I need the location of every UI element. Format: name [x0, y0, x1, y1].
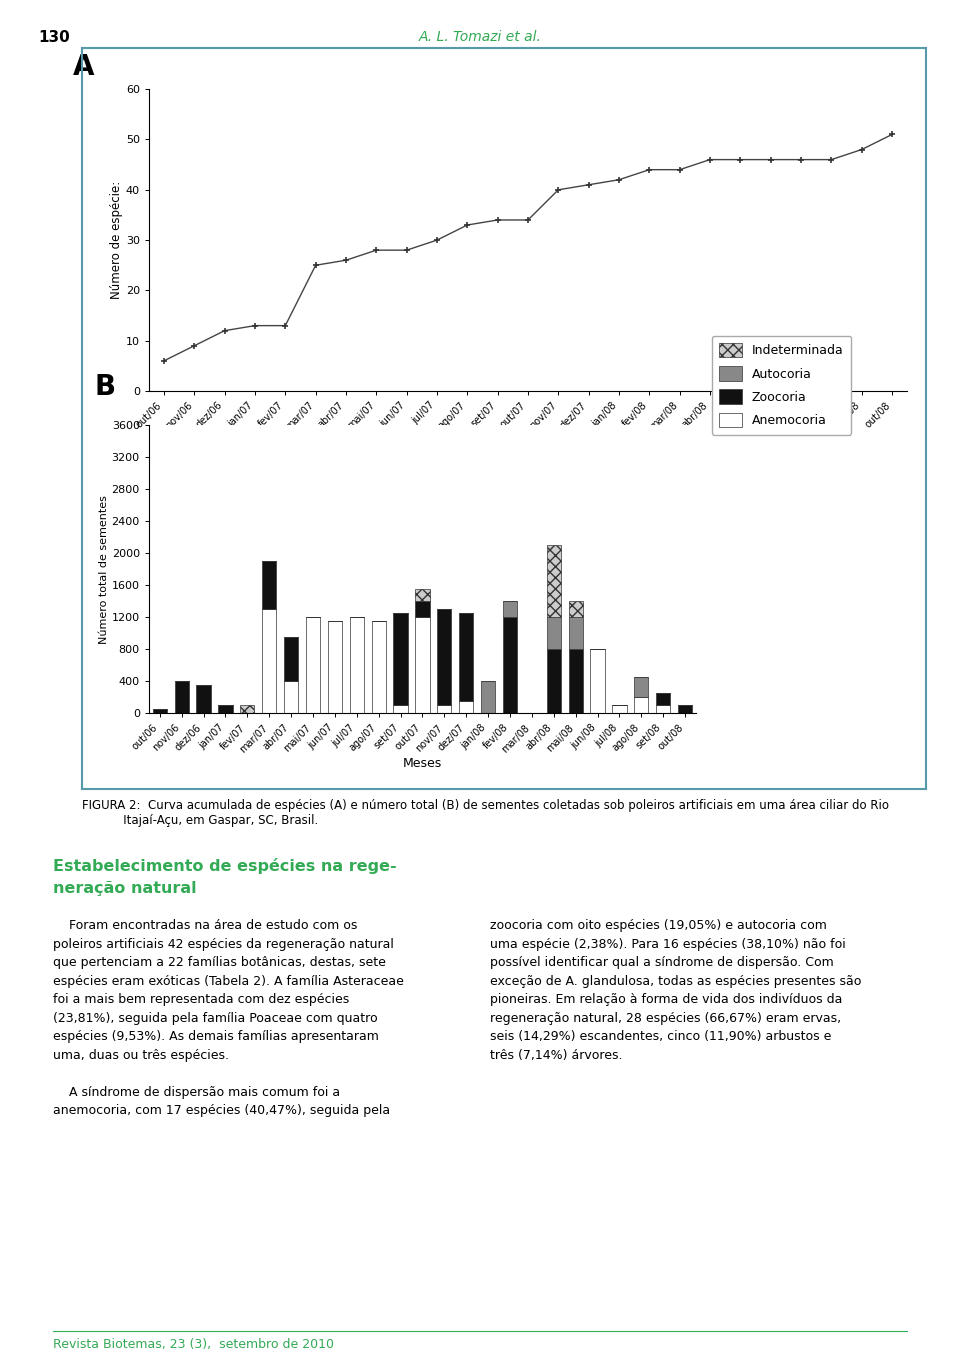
Y-axis label: Número de espécie:: Número de espécie: [109, 181, 123, 299]
Bar [240, 705, 254, 713]
Legend: Indeterminada, Autocoria, Zoocoria, Anemocoria: Indeterminada, Autocoria, Zoocoria, Anem… [712, 336, 852, 435]
Bar [546, 649, 561, 713]
Bar [218, 705, 232, 713]
Bar [284, 638, 299, 682]
Bar [394, 613, 408, 705]
Bar [416, 601, 429, 617]
X-axis label: Meses: Meses [403, 757, 442, 770]
Bar [459, 613, 473, 701]
Text: A: A [73, 54, 94, 81]
Bar [590, 649, 605, 713]
Text: zoocoria com oito espécies (19,05%) e autocoria com
uma espécie (2,38%). Para 16: zoocoria com oito espécies (19,05%) e au… [490, 919, 861, 1062]
Text: FIGURA 2:  Curva acumulada de espécies (A) e número total (B) de sementes coleta: FIGURA 2: Curva acumulada de espécies (A… [82, 799, 889, 811]
Bar [612, 705, 627, 713]
Bar [635, 678, 648, 697]
Bar [546, 546, 561, 617]
Text: Estabelecimento de espécies na rege-: Estabelecimento de espécies na rege- [53, 858, 396, 874]
Text: B: B [94, 373, 115, 402]
Y-axis label: Número total de sementes: Número total de sementes [99, 495, 108, 643]
Bar [437, 705, 451, 713]
Bar [262, 609, 276, 713]
Bar [416, 590, 429, 601]
Text: A. L. Tomazi et al.: A. L. Tomazi et al. [419, 30, 541, 44]
Bar [153, 709, 167, 713]
Bar [546, 617, 561, 649]
Bar [394, 705, 408, 713]
Bar [503, 601, 517, 617]
Bar [678, 705, 692, 713]
Bar [656, 693, 670, 705]
Bar [568, 649, 583, 713]
Bar [327, 622, 342, 713]
Text: 130: 130 [38, 30, 70, 45]
Bar [481, 682, 495, 713]
Bar [306, 617, 320, 713]
Bar [416, 617, 429, 713]
Bar [372, 622, 386, 713]
Bar [197, 686, 210, 713]
Text: Revista Biotemas, 23 (3),  setembro de 2010: Revista Biotemas, 23 (3), setembro de 20… [53, 1338, 334, 1350]
Bar [175, 682, 189, 713]
X-axis label: Meses: Meses [509, 435, 547, 447]
Text: neração natural: neração natural [53, 881, 197, 896]
Text: Foram encontradas na área de estudo com os
poleiros artificiais 42 espécies da r: Foram encontradas na área de estudo com … [53, 919, 403, 1117]
Bar [568, 601, 583, 617]
Bar [568, 617, 583, 649]
Bar [284, 682, 299, 713]
Bar [635, 697, 648, 713]
Bar [262, 561, 276, 609]
Bar [459, 701, 473, 713]
Bar [656, 705, 670, 713]
Text: Itajaí-Açu, em Gaspar, SC, Brasil.: Itajaí-Açu, em Gaspar, SC, Brasil. [82, 814, 318, 826]
Bar [503, 617, 517, 713]
Bar [349, 617, 364, 713]
Bar [437, 609, 451, 705]
